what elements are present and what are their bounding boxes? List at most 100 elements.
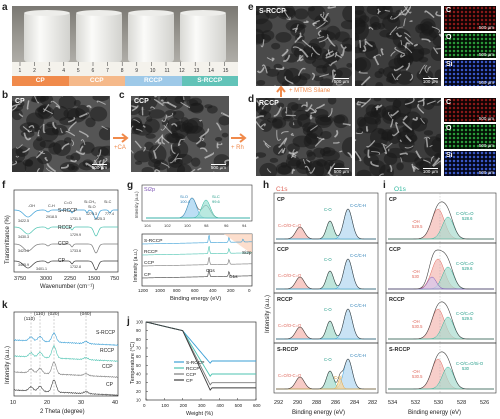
chart-xps-survey: Si2p Si-O Si-C 100.4 99.6 104 102 100 98… — [133, 184, 253, 302]
chart-c1s: C1s CP C=O/O-C=O C-O C-C/C-H CCP C=O/O-C=O C-O… — [265, 186, 379, 416]
eds-map-c-e: C 500 µm — [444, 6, 496, 31]
ftir-ann-2918: 2918.5 — [46, 215, 57, 219]
ftir-ann-ch: C-H — [48, 204, 55, 208]
o1s-envelope — [388, 201, 494, 240]
arrow-mtms — [276, 86, 286, 97]
inset-label-sic: Si-C — [212, 194, 220, 199]
eds-label-c-d: C — [446, 99, 452, 106]
sem-label-rccp: RCCP — [259, 100, 279, 107]
tga-xtick: 200 — [180, 403, 188, 408]
ftir-ann-1731: 1731.5 — [70, 217, 81, 221]
xrd-xtick-0: 10 — [10, 400, 16, 406]
c1s-envelope — [276, 258, 376, 290]
ruler — [12, 62, 238, 77]
survey-xtick-4: 400 — [209, 288, 217, 293]
c1s-xtick-3: 286 — [331, 400, 340, 406]
c1s-xtick-4: 284 — [350, 400, 359, 406]
tga-ytick: 20 — [136, 389, 141, 394]
o1s-label-co: C-O/C=O — [456, 311, 474, 316]
ftir-ann-3401: 3401.1 — [36, 267, 47, 271]
ruler-tick-label: 11 — [165, 68, 170, 74]
ftir-xtick-1: 3000 — [40, 276, 52, 282]
o1s-label-oh: -OH — [412, 319, 420, 324]
tga-xlabel: Weight (%) — [186, 411, 213, 417]
eds-scale-c-e: 500 µm — [478, 25, 494, 30]
xrd-xtick-2: 30 — [78, 400, 84, 406]
chart-o1s: O1s CP-OH529.5C-O/C=O528.6CCP-OH530C-O/C… — [385, 186, 497, 416]
arrow-rh — [231, 133, 247, 143]
o1s-value-oh: 530 — [412, 274, 420, 279]
ftir-series-line — [13, 260, 118, 271]
tga-ytick: 70 — [136, 346, 141, 351]
c1s-xtick-2: 288 — [312, 400, 321, 406]
c1s-xlabel: Binding energy (eV) — [292, 410, 345, 416]
tga-xtick: 0 — [143, 403, 146, 408]
eds-label-si-e: Si — [446, 61, 453, 68]
ftir-series-line — [13, 226, 118, 237]
panel-label-a: a — [2, 2, 8, 13]
xrd-label-110a: (110) — [24, 316, 35, 322]
eds-map-o-e: O 500 µm — [444, 33, 496, 58]
tga-ytick: 50 — [136, 363, 141, 368]
panel-label-c: c — [119, 90, 125, 101]
scale-bar-d: 500 µm — [333, 168, 349, 174]
c1s-label-cc: C-C/C-H — [350, 203, 366, 208]
panel-label-k: k — [2, 300, 8, 311]
eds-scale-c-d: 500 µm — [478, 116, 494, 121]
ftir-xtick-3: 1500 — [88, 276, 100, 282]
eds-label-o-e: O — [446, 34, 452, 41]
xrd-label-020: (020) — [48, 311, 60, 317]
xrd-series-line — [13, 379, 119, 397]
c1s-label-c-o: C-O — [324, 257, 332, 262]
inset-label-sio: Si-O — [180, 194, 188, 199]
survey-xtick-2: 800 — [173, 288, 181, 293]
panel-label-b: b — [2, 90, 9, 101]
xrd-series-ccp: CCP — [102, 364, 113, 370]
xrd-series-cp: CP — [106, 382, 114, 388]
panel-label-f: f — [2, 180, 6, 191]
eds-label-c-e: C — [446, 7, 452, 14]
ftir-ann-oh: -OH — [28, 204, 35, 208]
survey-ylabel: Intensity (a.u.) — [133, 249, 139, 282]
eds-scale-o-d: 500 µm — [478, 143, 494, 148]
ftir-xtick-0: 3750 — [14, 276, 26, 282]
ftir-ann-1270: 1270.3 — [86, 212, 97, 216]
eds-scale-o-e: 500 µm — [478, 52, 494, 57]
c1s-label-c-o: C-O — [324, 357, 332, 362]
ruler-tick-label: 1 — [19, 68, 22, 74]
survey-series-ccp: CCP — [144, 260, 154, 266]
c1s-envelope — [276, 358, 376, 390]
c1s-envelope — [276, 308, 376, 340]
band-ccp: CCP — [68, 76, 125, 86]
c1s-xtick-1: 290 — [293, 400, 302, 406]
eds-map-o-d: O 500 µm — [444, 124, 496, 149]
ruler-tick-label: 13 — [194, 68, 200, 74]
o1s-block-name: S-RCCP — [389, 347, 410, 353]
ftir-ann-3421: 3421.9 — [18, 249, 29, 253]
xrd-series-rccp: RCCP — [100, 348, 115, 354]
photo-aerogels: 1 2 3 4 5 6 7 8 9 10 11 12 13 14 15 — [12, 6, 238, 86]
si2p-highlight — [224, 234, 252, 254]
c1s-block-frame — [273, 342, 379, 394]
xrd-series-line — [13, 332, 119, 346]
tga-series-line — [145, 321, 256, 377]
eds-scale-si-d: 500 µm — [478, 170, 494, 175]
ftir-xtick-4: 750 — [110, 276, 119, 282]
xrd-label-040: (040) — [80, 311, 92, 317]
c1s-xtick-0: 292 — [274, 400, 283, 406]
survey-series-line — [141, 257, 252, 267]
tga-legend-label: CP — [186, 378, 193, 384]
xrd-xlabel: 2 Theta (degree) — [40, 409, 85, 415]
survey-xtick-5: 200 — [227, 288, 235, 293]
o1s-value-co: 529.6 — [462, 266, 473, 271]
tga-ytick: 40 — [136, 372, 141, 377]
ruler-tick-label: 9 — [135, 68, 138, 74]
band-srccp: S-RCCP — [181, 76, 238, 86]
panel-label-e: e — [248, 2, 254, 13]
survey-series-cp: CP — [144, 272, 151, 278]
c1s-title: C1s — [276, 186, 288, 193]
ftir-xtick-2: 2250 — [64, 276, 76, 282]
aerogel-cylinders — [24, 10, 226, 62]
tga-legend-label: RCCP — [186, 366, 200, 372]
